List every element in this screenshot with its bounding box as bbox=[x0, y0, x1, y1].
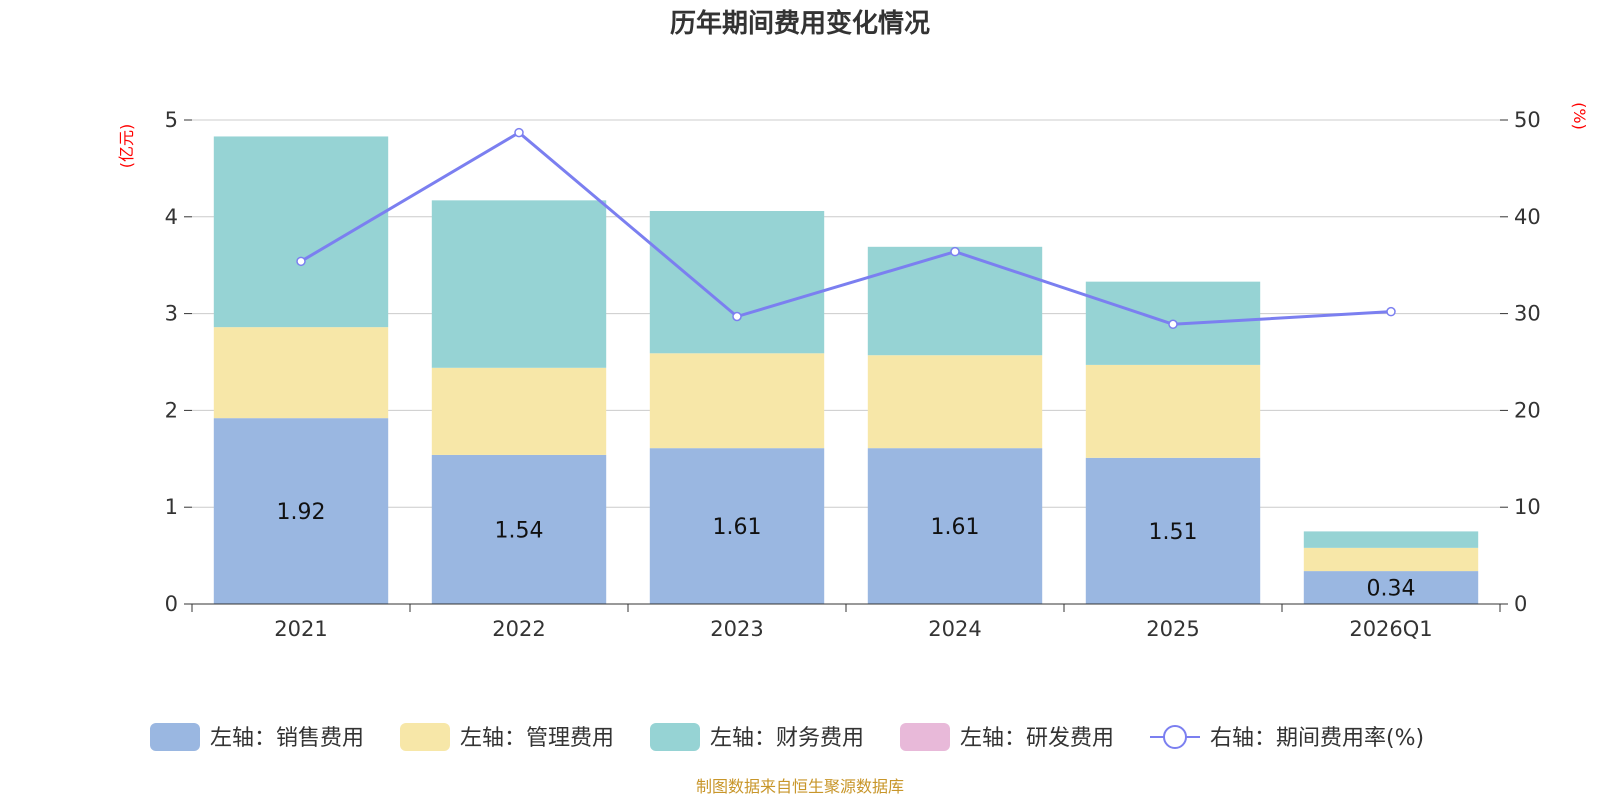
bar-value-label: 1.54 bbox=[495, 518, 544, 543]
rate-line bbox=[296, 127, 1396, 329]
legend-label: 左轴：销售费用 bbox=[210, 726, 364, 751]
bar-value-label: 1.61 bbox=[713, 515, 762, 540]
right-tick-label: 10 bbox=[1514, 495, 1541, 519]
legend-label: 左轴：财务费用 bbox=[710, 726, 864, 751]
rate-point bbox=[950, 246, 960, 257]
grid-lines bbox=[192, 119, 1500, 508]
legend: 左轴：销售费用 左轴：管理费用 左轴：财务费用 左轴：研发费用 右轴：期间费用率(%) bbox=[150, 723, 1424, 751]
bar-segment bbox=[649, 448, 825, 604]
bar-segment bbox=[1085, 364, 1261, 458]
bar-segment bbox=[1085, 457, 1261, 604]
bar-segment bbox=[1303, 571, 1479, 604]
left-tick-label: 5 bbox=[165, 108, 178, 132]
bar-segment bbox=[649, 210, 825, 354]
bar-segment bbox=[213, 418, 389, 604]
bar-segment bbox=[867, 246, 1043, 356]
right-tick-label: 50 bbox=[1514, 108, 1541, 132]
bar-segment bbox=[1303, 531, 1479, 548]
legend-swatch bbox=[650, 723, 700, 751]
bars bbox=[213, 136, 1479, 604]
rate-point bbox=[1386, 306, 1396, 317]
x-tick-label: 2026Q1 bbox=[1349, 617, 1432, 641]
right-tick-label: 20 bbox=[1514, 398, 1541, 422]
legend-marker bbox=[1163, 725, 1187, 749]
x-tick-label: 2021 bbox=[274, 617, 327, 641]
rate-point bbox=[1168, 319, 1178, 329]
legend-label: 左轴：管理费用 bbox=[460, 726, 614, 751]
right-axis-unit: (%) bbox=[1570, 102, 1589, 130]
x-tick-label: 2024 bbox=[928, 617, 981, 641]
chart-title: 历年期间费用变化情况 bbox=[670, 8, 930, 39]
left-tick-label: 1 bbox=[165, 495, 178, 519]
right-tick-label: 0 bbox=[1514, 592, 1527, 616]
legend-swatch bbox=[400, 723, 450, 751]
legend-label: 左轴：研发费用 bbox=[960, 726, 1114, 751]
rate-point bbox=[732, 311, 742, 322]
bar-segment bbox=[213, 136, 389, 328]
bar-segment bbox=[649, 353, 825, 449]
x-tick-label: 2022 bbox=[492, 617, 545, 641]
bar-value-label: 0.34 bbox=[1367, 577, 1416, 602]
bar-value-label: 1.92 bbox=[277, 500, 326, 525]
rate-point bbox=[296, 256, 306, 267]
bar-segment bbox=[867, 355, 1043, 449]
legend-swatch bbox=[150, 723, 200, 751]
right-tick-label: 40 bbox=[1514, 205, 1541, 229]
left-tick-label: 3 bbox=[165, 302, 178, 326]
left-axis-unit: (亿元) bbox=[117, 124, 136, 169]
legend-label: 右轴：期间费用率(%) bbox=[1210, 726, 1424, 751]
bar-segment bbox=[431, 367, 607, 455]
source-note: 制图数据来自恒生聚源数据库 bbox=[696, 777, 904, 796]
x-tick-label: 2025 bbox=[1146, 617, 1199, 641]
bar-labels: 1.92 1.54 1.61 1.61 1.51 0.34 bbox=[277, 500, 1416, 601]
bar-value-label: 1.61 bbox=[931, 515, 980, 540]
right-tick-label: 30 bbox=[1514, 302, 1541, 326]
bar-segment bbox=[1303, 547, 1479, 572]
bar-segment bbox=[431, 454, 607, 604]
left-tick-label: 4 bbox=[165, 205, 178, 229]
legend-swatch bbox=[900, 723, 950, 751]
bar-value-label: 1.51 bbox=[1149, 520, 1198, 545]
bar-segment bbox=[213, 327, 389, 419]
bar-segment bbox=[867, 448, 1043, 604]
left-tick-label: 2 bbox=[165, 398, 178, 422]
x-tick-label: 2023 bbox=[710, 617, 763, 641]
bar-segment bbox=[431, 200, 607, 368]
rate-line-path bbox=[300, 130, 1392, 326]
left-tick-label: 0 bbox=[165, 592, 178, 616]
rate-point bbox=[514, 127, 524, 138]
